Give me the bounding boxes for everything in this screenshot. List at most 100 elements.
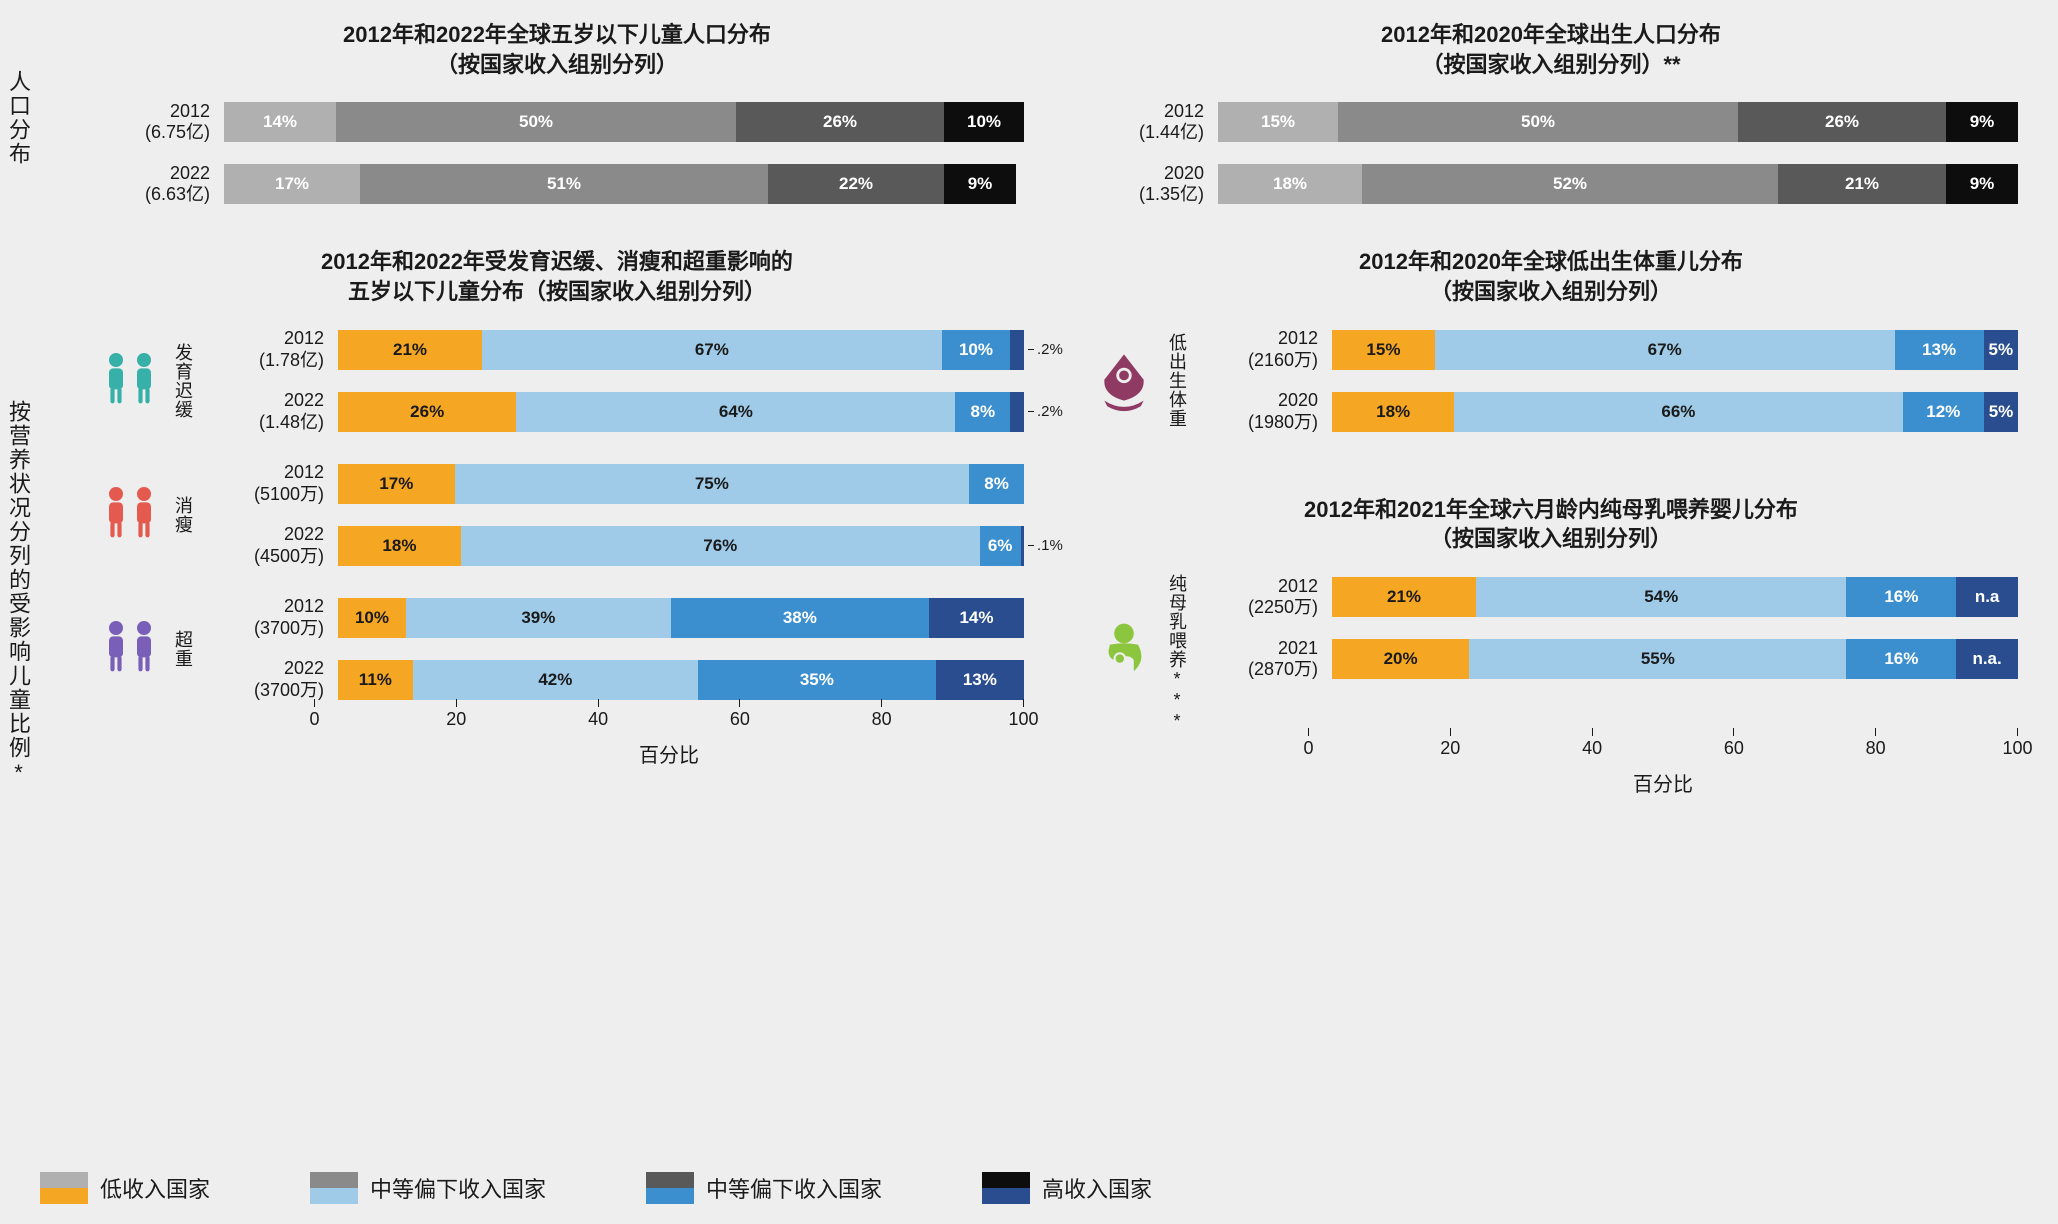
bar-row-label: 2012 (2160万) xyxy=(1198,328,1318,371)
bar-segment: 5% xyxy=(1984,392,2018,432)
stacked-bar: 10%39%38%14% xyxy=(338,598,1024,638)
legend-item: 低收入国家 xyxy=(40,1172,210,1204)
bar-segment: 18% xyxy=(1218,164,1362,204)
bar-segment: .2% xyxy=(1010,330,1024,370)
bar-segment: 18% xyxy=(338,526,461,566)
bar-row: 2012 (6.75亿)14%50%26%10% xyxy=(90,99,1024,145)
bar-segment: 15% xyxy=(1332,330,1435,370)
section-label-nutrition: 按营养状况分列的受影响儿童比例* xyxy=(2,400,34,787)
stacked-bar: 20%55%16%n.a. xyxy=(1332,639,2018,679)
axis-label: 百分比 xyxy=(314,739,1024,768)
bar-row: 2012 (2250万)21%54%16%n.a xyxy=(1198,574,2018,620)
bar-row-label: 2012 (1.78亿) xyxy=(204,328,324,371)
bar-segment: 9% xyxy=(1946,102,2018,142)
bar-row: 2021 (2870万) 20%55%16%n.a. xyxy=(1198,636,2018,682)
bar-row: 2020 (1980万)18%66%12%5% xyxy=(1198,389,2018,435)
bar-segment: 13% xyxy=(936,660,1024,700)
bar-row: 2012 (2160万) 15%67%13%5% xyxy=(1198,327,2018,373)
stacked-bar: 18%76%6%.1% xyxy=(338,526,1024,566)
group-sublabel: 发育迟缓 xyxy=(170,343,196,419)
panel-title: 2012年和2021年全球六月龄内纯母乳喂养婴儿分布 （按国家收入组别分列） xyxy=(1084,495,2018,554)
bar-segment: 42% xyxy=(413,660,698,700)
stacked-bar: 17%75%8% xyxy=(338,464,1024,504)
bar-segment: 18% xyxy=(1332,392,1454,432)
legend-label: 高收入国家 xyxy=(1042,1172,1152,1204)
legend-item: 中等偏下收入国家 xyxy=(646,1172,882,1204)
axis-label: 百分比 xyxy=(1308,768,2018,797)
group-sublabel: 低出生体重 xyxy=(1164,333,1190,428)
baby-bundle-icon xyxy=(1084,327,1164,435)
legend-swatch xyxy=(40,1172,88,1204)
bar-row-label: 2012 (1.44亿) xyxy=(1084,101,1204,144)
bar-segment: 8% xyxy=(969,464,1024,504)
bar-segment: 10% xyxy=(942,330,1011,370)
bar-segment: 17% xyxy=(338,464,455,504)
section-label-population: 人口分布 xyxy=(2,70,34,166)
bar-segment: 55% xyxy=(1469,639,1846,679)
bar-segment: 9% xyxy=(944,164,1016,204)
bar-row-label: 2022 (4500万) xyxy=(204,524,324,567)
bar-row-label: 2012 (5100万) xyxy=(204,462,324,505)
panel-title: 2012年和2020年全球出生人口分布 （按国家收入组别分列）** xyxy=(1084,20,2018,79)
bar-row: 2022 (4500万) 18%76%6%.1% xyxy=(204,523,1024,569)
panel-title: 2012年和2022年受发育迟缓、消瘦和超重影响的 五岁以下儿童分布（按国家收入… xyxy=(90,247,1024,306)
bar-segment: 9% xyxy=(1946,164,2018,204)
bar-row-label: 2020 (1.35亿) xyxy=(1084,163,1204,206)
panel-title: 2012年和2020年全球低出生体重儿分布 （按国家收入组别分列） xyxy=(1084,247,2018,306)
chart-group: 2012年和2021年全球六月龄内纯母乳喂养婴儿分布 （按国家收入组别分列） 纯… xyxy=(1084,495,2018,732)
bar-segment: 10% xyxy=(338,598,406,638)
bar-row: 2022 (3700万) 11%42%35%13% xyxy=(204,657,1024,703)
bar-segment: 15% xyxy=(1218,102,1338,142)
bar-segment: 26% xyxy=(338,392,516,432)
chart-group: 2012年和2020年全球低出生体重儿分布 （按国家收入组别分列） 低出生体重 2… xyxy=(1084,247,2018,434)
bar-row-label: 2022 (6.63亿) xyxy=(90,163,210,206)
bar-segment: 14% xyxy=(929,598,1024,638)
breastfeeding-icon xyxy=(1084,574,1164,732)
bar-segment: 76% xyxy=(461,526,980,566)
bar-row: 2022 (6.63亿) 17%51%22%9% xyxy=(90,161,1024,207)
group-sublabel: 纯母乳喂养*** xyxy=(1164,574,1190,732)
bar-row: 2012 (1.78亿)21%67%10%.2% xyxy=(204,327,1024,373)
legend-label: 中等偏下收入国家 xyxy=(706,1172,882,1204)
bar-segment: 50% xyxy=(336,102,736,142)
panel-nutrition-left: 2012年和2022年受发育迟缓、消瘦和超重影响的 五岁以下儿童分布（按国家收入… xyxy=(90,247,1024,797)
bar-segment: .1% xyxy=(1021,526,1024,566)
bar-segment: 14% xyxy=(224,102,336,142)
stacked-bar: 18%66%12%5% xyxy=(1332,392,2018,432)
stacked-bar: 17%51%22%9% xyxy=(224,164,1024,204)
panel-title: 2012年和2022年全球五岁以下儿童人口分布 （按国家收入组别分列） xyxy=(90,20,1024,79)
stacked-bar: 15%67%13%5% xyxy=(1332,330,2018,370)
bar-segment: 51% xyxy=(360,164,768,204)
bar-segment: 22% xyxy=(768,164,944,204)
bar-segment: 16% xyxy=(1846,577,1956,617)
bar-row: 2022 (1.48亿)26%64%8%.2% xyxy=(204,389,1024,435)
stacked-bar: 18%52%21%9% xyxy=(1218,164,2018,204)
stacked-bar: 26%64%8%.2% xyxy=(338,392,1024,432)
bar-segment: 66% xyxy=(1454,392,1902,432)
bar-segment: 26% xyxy=(1738,102,1946,142)
stacked-bar: 11%42%35%13% xyxy=(338,660,1024,700)
panel-pop-births: 2012年和2020年全球出生人口分布 （按国家收入组别分列）** 2012 (… xyxy=(1084,20,2018,207)
legend-item: 中等偏下收入国家 xyxy=(310,1172,546,1204)
bar-segment: 26% xyxy=(736,102,944,142)
bar-row-label: 2022 (3700万) xyxy=(204,658,324,701)
legend-label: 低收入国家 xyxy=(100,1172,210,1204)
legend-label: 中等偏下收入国家 xyxy=(370,1172,546,1204)
chart-group: 消瘦2012 (5100万)17%75%8%2022 (4500万)18%76%… xyxy=(90,461,1024,569)
bar-segment: 21% xyxy=(338,330,482,370)
group-sublabel: 超重 xyxy=(170,630,196,668)
bar-segment: n.a. xyxy=(1956,639,2018,679)
bar-segment: 50% xyxy=(1338,102,1738,142)
bar-row-label: 2012 (3700万) xyxy=(204,596,324,639)
children-red-icon xyxy=(90,461,170,569)
bar-row: 2012 (1.44亿) 15%50%26%9% xyxy=(1084,99,2018,145)
bar-row: 2020 (1.35亿) 18%52%21%9% xyxy=(1084,161,2018,207)
chart-group: 超重2012 (3700万) 10%39%38%14% 2022 (3700万) 11… xyxy=(90,595,1024,703)
bar-row-label: 2021 (2870万) xyxy=(1198,638,1318,681)
legend-item: 高收入国家 xyxy=(982,1172,1152,1204)
legend: 低收入国家 中等偏下收入国家 中等偏下收入国家 高收入国家 xyxy=(40,1172,2018,1204)
children-purple-icon xyxy=(90,595,170,703)
bar-row: 2012 (5100万) 17%75%8% xyxy=(204,461,1024,507)
legend-swatch xyxy=(646,1172,694,1204)
bar-row-label: 2012 (2250万) xyxy=(1198,576,1318,619)
